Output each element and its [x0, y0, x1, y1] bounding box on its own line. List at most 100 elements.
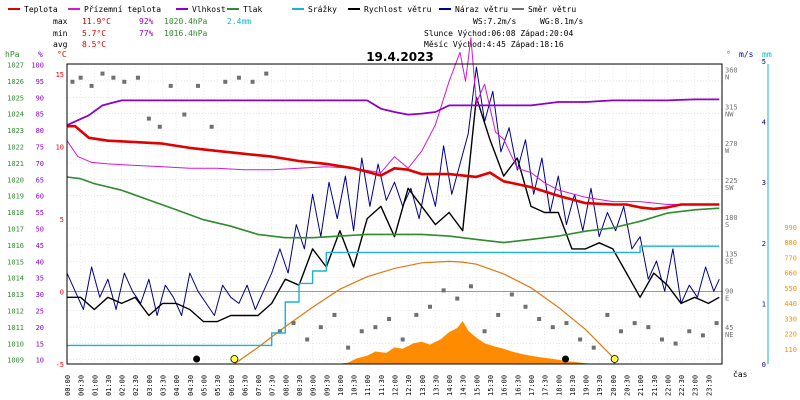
legend-label-2: Vlhkost [192, 5, 226, 14]
hpa-tick-label: 1010 [7, 340, 24, 348]
rain-tick-label: 440 [784, 300, 797, 308]
time-tick-label: 07:30 [269, 375, 277, 396]
time-tick-label: 23:00 [692, 375, 700, 396]
moonset-marker [562, 355, 570, 363]
time-tick-label: 15:00 [473, 375, 481, 396]
legend-label-4: Srážky [308, 5, 337, 14]
stats-min-press: 1016.4hPa [164, 29, 208, 38]
legend-label-3: Tlak [243, 5, 262, 14]
time-tick-label: 23:30 [705, 375, 713, 396]
wind-direction-point [157, 124, 162, 129]
time-tick-label: 01:00 [91, 375, 99, 396]
info-wg: WG:8.1m/s [540, 17, 584, 26]
dir-tick-label: 270 [725, 140, 738, 148]
legend: Teplota Přízemní teplota Vlhkost Tlak Srážky… [8, 5, 576, 14]
dir-tick-label: SW [725, 184, 734, 192]
series-line-rychlost-v-tru [67, 96, 720, 323]
hum-tick-label: 70 [36, 160, 44, 168]
wind-direction-point [509, 292, 514, 297]
axis-labels: hPa % °C ° m/s mm čas [5, 50, 772, 379]
time-tick-label: 09:30 [323, 375, 331, 396]
wind-direction-point [537, 317, 542, 322]
hpa-tick-label: 1009 [7, 357, 24, 365]
chart-title: 19.4.2023 [366, 50, 434, 64]
time-tick-label: 20:00 [610, 375, 618, 396]
rain-tick-label: 660 [784, 270, 797, 278]
time-tick-label: 10:30 [351, 375, 359, 396]
stats-avg-temp: 8.5°C [82, 40, 106, 49]
wind-direction-point [605, 312, 610, 317]
wind-tick-label: 2 [762, 240, 766, 248]
hpa-axis-label: hPa [5, 50, 20, 59]
dir-tick-label: 315 [725, 103, 738, 111]
legend-label-6: Náraz větru [455, 5, 508, 14]
sun-moon-markers [193, 355, 619, 363]
legend-label-5: Rychlost větru [364, 5, 432, 14]
dir-tick-label: 90 [725, 287, 733, 295]
dir-tick-label: 225 [725, 177, 738, 185]
legend-label-0: Teplota [24, 5, 58, 14]
info-moon: Měsíc Východ:4:45 Západ:18:16 [424, 40, 564, 49]
hum-tick-label: 50 [36, 226, 44, 234]
hpa-tick-label: 1018 [7, 209, 24, 217]
time-axis-label: čas [733, 369, 748, 379]
rain-tick-label: 770 [784, 254, 797, 262]
wind-direction-point [714, 321, 719, 326]
rain-tick-label: 990 [784, 224, 797, 232]
temp-tick-label: 5 [60, 216, 64, 224]
time-tick-label: 15:30 [487, 375, 495, 396]
hpa-tick-label: 1024 [7, 111, 24, 119]
moonrise-marker [193, 355, 201, 363]
time-tick-label: 04:00 [173, 375, 181, 396]
wind-direction-point [496, 312, 501, 317]
dir-tick-label: 180 [725, 214, 738, 222]
legend-label-7: Směr větru [528, 5, 576, 14]
time-tick-label: 13:00 [419, 375, 427, 396]
time-tick-label: 18:00 [555, 375, 563, 396]
hpa-tick-label: 1016 [7, 242, 24, 250]
time-tick-label: 07:00 [255, 375, 263, 396]
time-tick-label: 14:30 [460, 375, 468, 396]
temp-axis-label: °C [57, 50, 67, 59]
rain-tick-label: 110 [784, 346, 797, 354]
solar-radiation-area [337, 321, 594, 364]
wind-direction-point [70, 79, 75, 84]
time-tick-label: 13:30 [432, 375, 440, 396]
wind-direction-point [305, 337, 310, 342]
hum-tick-label: 30 [36, 291, 44, 299]
series-line-vlhkost [66, 98, 720, 127]
time-tick-label: 10:00 [337, 375, 345, 396]
hpa-tick-label: 1020 [7, 176, 24, 184]
wind-direction-point [346, 345, 351, 350]
wind-direction-point [673, 341, 678, 346]
solar-layer [233, 260, 616, 365]
hum-tick-label: 35 [36, 275, 44, 283]
wind-direction-point [100, 71, 105, 76]
time-tick-label: 08:30 [296, 375, 304, 396]
time-tick-label: 01:30 [105, 375, 113, 396]
hum-tick-label: 65 [36, 176, 44, 184]
hum-tick-label: 25 [36, 308, 44, 316]
time-tick-label: 06:00 [228, 375, 236, 396]
time-tick-label: 21:00 [637, 375, 645, 396]
stats-max-label: max [53, 17, 68, 26]
time-tick-label: 14:00 [446, 375, 454, 396]
info-ws: WS:7.2m/s [473, 17, 517, 26]
wind-direction-point [700, 333, 705, 338]
time-tick-label: 00:00 [64, 375, 72, 396]
wind-direction-point [135, 75, 140, 80]
time-tick-label: 06:30 [241, 375, 249, 396]
hpa-tick-label: 1026 [7, 78, 24, 86]
time-tick-label: 17:00 [528, 375, 536, 396]
time-tick-label: 11:30 [378, 375, 386, 396]
time-tick-label: 22:00 [664, 375, 672, 396]
temp-tick-label: 10 [56, 144, 64, 152]
hum-tick-label: 95 [36, 78, 44, 86]
time-tick-label: 19:30 [596, 375, 604, 396]
hum-tick-label: 10 [36, 357, 44, 365]
dir-tick-label: 135 [725, 251, 738, 259]
wind-direction-point [578, 337, 583, 342]
wind-direction-point [387, 317, 392, 322]
